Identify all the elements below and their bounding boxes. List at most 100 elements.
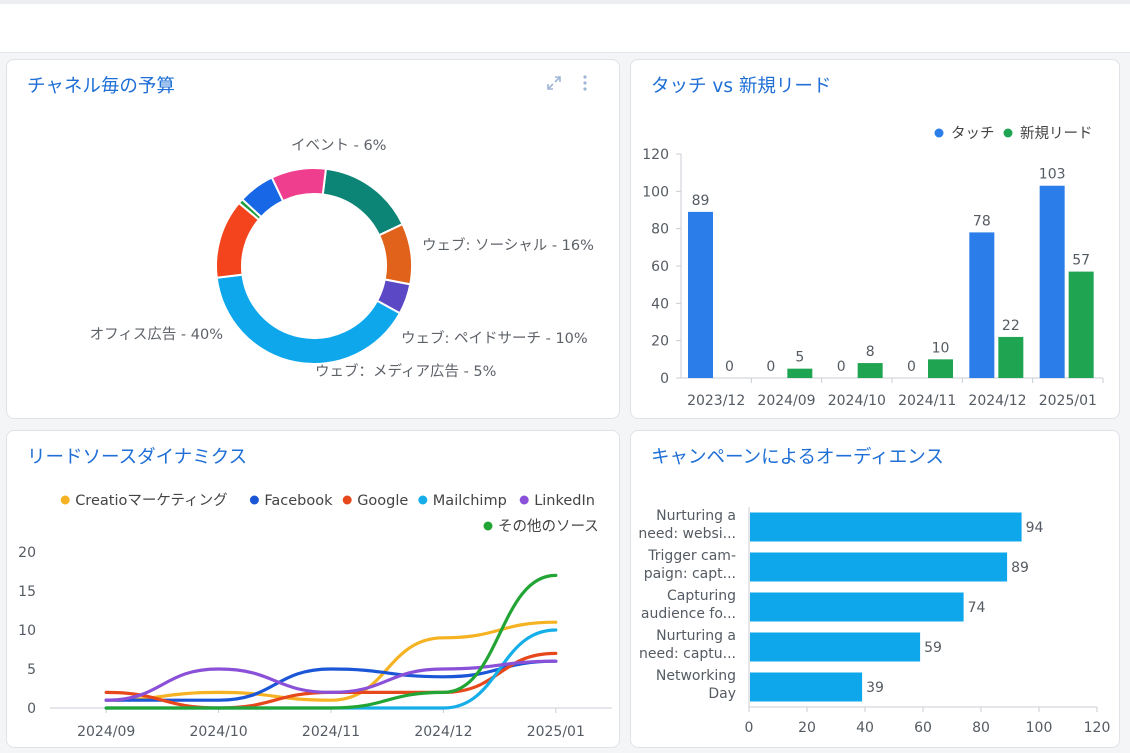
x-tick-label: 2024/09 [77,724,135,740]
y-tick-label: 80 [651,222,669,238]
lead-source-dynamics-card: リードソースダイナミクス 0 5 10 15 20 2024/09 2024/10 2024/… [6,430,620,748]
legend-marker [934,128,944,138]
legend-marker [342,495,352,505]
bar [998,336,1024,378]
legend-marker [483,521,493,531]
kebab-menu-icon[interactable] [581,74,589,95]
y-tick-label: Nurturing a [656,628,736,644]
legend-label: Creatioマーケティング [75,492,228,509]
touches-bar-chart: 0204060801001202023/128902024/09052024/1… [642,125,1104,409]
bar [750,632,921,662]
y-tick-label: paign: capt... [644,566,736,582]
data-label: 74 [968,600,986,616]
x-tick-label: 2023/12 [687,393,745,409]
data-label: 89 [1011,560,1029,576]
slice-label: ウェブ：メディア広告 - 5% [315,362,496,380]
y-tick-label: need: captu... [639,646,736,662]
x-tick-label: 2024/10 [190,724,248,740]
donut-slice [321,167,404,237]
y-tick-label: 15 [18,584,36,600]
touches-card-title: タッチ vs 新規リード [651,76,832,97]
y-tick-label: 40 [651,296,669,312]
x-tick-label: 2024/12 [414,724,472,740]
slice-label: イベント - 6% [291,138,386,154]
data-label: 39 [866,680,884,696]
x-tick-label: 120 [1084,720,1111,736]
y-tick-label: 0 [27,701,36,717]
data-label: 94 [1026,520,1044,536]
lead-source-line-chart: 0 5 10 15 20 2024/09 2024/10 2024/11 2024/12 2025… [18,492,612,740]
series-line [104,620,558,702]
y-tick-label: Networking [656,668,736,684]
legend-label: タッチ [951,125,995,142]
series-line [104,659,558,702]
x-tick-label: 0 [745,720,754,736]
bar [1068,271,1094,378]
bar [750,672,863,702]
legend-marker [60,495,70,505]
audience-by-campaign-card: キャンペーンによるオーディエンス 0 20 40 60 80 100 120 94 Nurtur… [630,430,1120,748]
data-label: 103 [1039,167,1066,183]
bar [750,512,1022,542]
y-tick-label: 5 [27,662,36,678]
bar [688,211,713,378]
y-tick-label: 20 [651,334,669,350]
x-tick-label: 40 [856,720,874,736]
y-tick-label: 0 [660,371,669,387]
x-tick-label: 80 [972,720,990,736]
data-label: 78 [973,213,991,229]
y-tick-label: 20 [18,545,36,561]
x-tick-label: 2024/10 [828,393,886,409]
y-tick-label: 10 [18,623,36,639]
legend-label: Facebook [264,493,333,509]
y-tick-label: Nurturing a [656,508,736,524]
slice-label: ウェブ: ペイドサーチ - 10% [401,329,588,347]
legend-label: Mailchimp [433,493,507,509]
data-label: 0 [766,359,775,375]
data-label: 0 [837,359,846,375]
y-tick-label: 60 [651,259,669,275]
y-tick-label: Day [708,686,736,702]
legend-label: Google [357,493,408,509]
bar [928,359,953,378]
expand-icon[interactable] [545,74,563,95]
budget-card-title: チャネル毎の予算 [27,76,175,97]
leadsource-card-title: リードソースダイナミクス [27,447,248,468]
legend-marker [249,495,259,505]
legend-label: その他のソース [498,518,599,535]
legend-label: LinkedIn [534,493,595,509]
bar [969,232,995,378]
bar [1039,185,1065,378]
legend-label: 新規リード [1020,125,1093,142]
legend-marker [1003,128,1013,138]
data-label: 89 [692,193,710,209]
bar [857,363,883,378]
bar [750,592,964,622]
slice-label: ウェブ: ソーシャル - 16% [422,236,594,254]
donut-slice [377,222,413,286]
audience-card-title: キャンペーンによるオーディエンス [651,447,944,468]
budget-donut-chart: ウェブ: ソーシャル - 16% ウェブ: ペイドサーチ - 10% ウェブ：メディ… [90,138,594,380]
x-tick-label: 2024/09 [757,393,815,409]
legend-marker [418,495,428,505]
data-label: 5 [795,350,804,366]
x-tick-label: 2025/01 [527,724,585,740]
bar [787,368,813,378]
budget-by-channel-card: チャネル毎の予算 ウェブ: ソーシャル - 16% ウェブ: ペイドサーチ - 1… [6,59,620,419]
legend-marker [519,495,529,505]
y-tick-label: need: websi... [638,526,736,542]
data-label: 8 [866,344,875,360]
bar [750,552,1008,582]
slice-label: オフィス広告 - 40% [90,326,223,343]
donut-slice [215,273,402,365]
data-label: 59 [924,640,942,656]
series-line [104,659,558,702]
x-tick-label: 2025/01 [1039,393,1097,409]
data-label: 22 [1002,318,1020,334]
y-tick-label: Trigger cam- [647,548,736,564]
x-tick-label: 100 [1026,720,1053,736]
y-tick-label: audience fo... [641,606,736,622]
series-line [104,573,558,710]
x-tick-label: 2024/11 [898,393,956,409]
data-label: 57 [1072,253,1090,269]
